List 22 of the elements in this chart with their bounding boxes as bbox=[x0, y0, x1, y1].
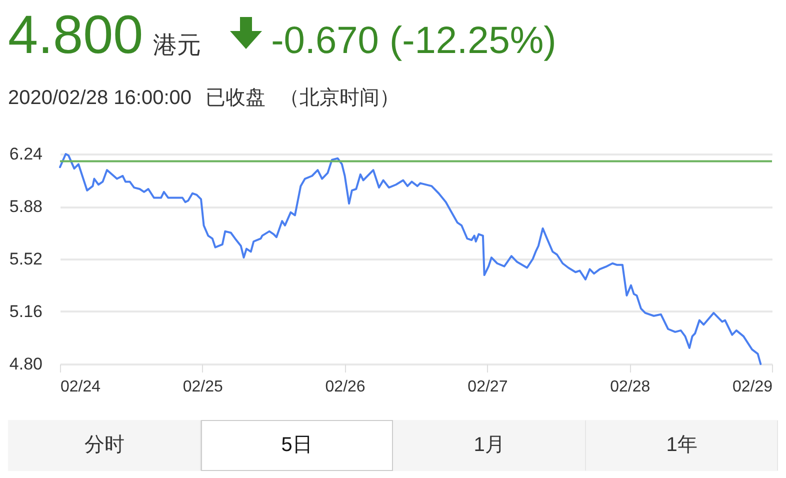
x-tick-label: 02/28 bbox=[610, 378, 650, 396]
x-tick-label: 02/29 bbox=[732, 378, 773, 396]
text: 港元 bbox=[153, 32, 202, 59]
y-tick-label: 6.24 bbox=[9, 144, 42, 164]
text: 已收盘 bbox=[206, 87, 266, 109]
chart-title: 4.800 bbox=[8, 5, 144, 65]
text: （北京时间） bbox=[280, 87, 400, 109]
line-series bbox=[59, 153, 762, 365]
text: 分时 bbox=[8, 420, 200, 471]
y-tick-label: 5.88 bbox=[9, 197, 42, 216]
y-tick-label: 5.16 bbox=[9, 302, 42, 321]
text: 2020/02/28 16:00:00 bbox=[8, 87, 192, 109]
x-tick-label: 02/27 bbox=[468, 378, 508, 396]
y-tick-label: 5.52 bbox=[9, 250, 42, 268]
x-tick-label: 02/25 bbox=[182, 378, 224, 396]
x-tick-label: 02/26 bbox=[325, 378, 366, 396]
text: 1月 bbox=[393, 420, 586, 471]
text: 5日 bbox=[200, 420, 393, 471]
text: -0.670 (-12.25%) bbox=[271, 20, 556, 62]
text: 1年 bbox=[586, 420, 778, 471]
y-tick-label: 4.80 bbox=[9, 354, 42, 374]
x-tick-label: 02/24 bbox=[60, 378, 101, 396]
